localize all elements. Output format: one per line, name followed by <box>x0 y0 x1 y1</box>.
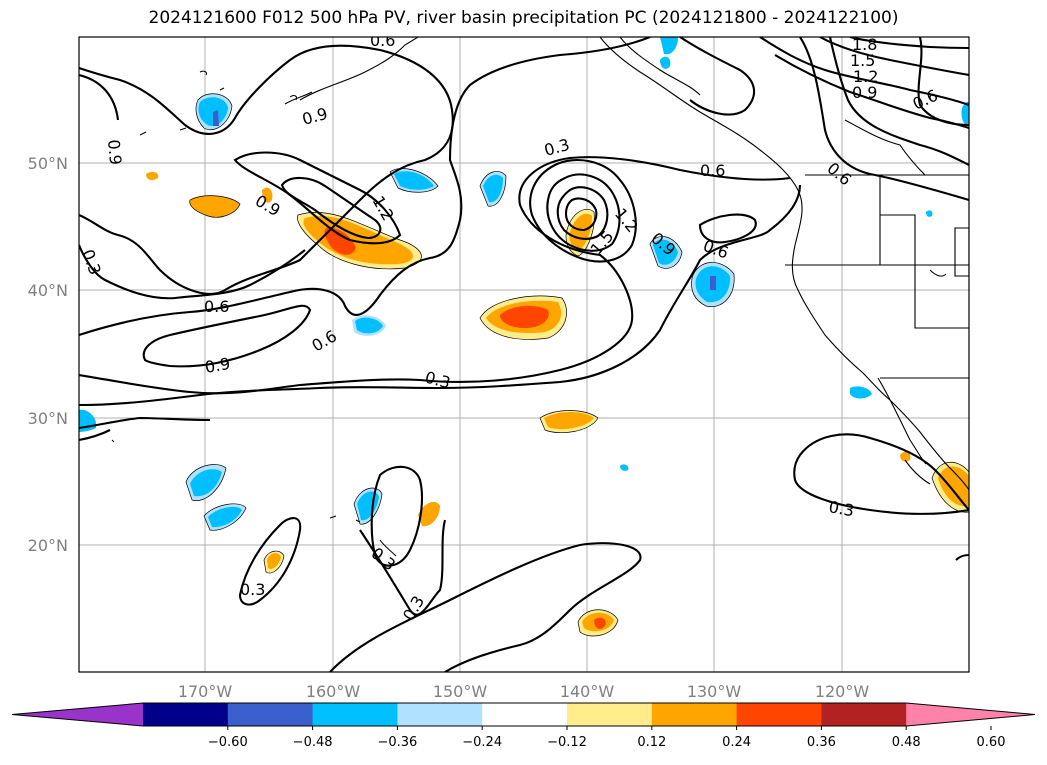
negative-anomaly-patch <box>620 464 629 471</box>
negative-anomaly-patch <box>850 386 872 399</box>
lat-label: 40°N <box>28 281 68 300</box>
negative-anomaly-patch <box>961 101 969 126</box>
negative-anomaly-patch <box>190 469 222 497</box>
negative-anomaly-patch <box>355 317 383 334</box>
positive-anomaly-patch <box>594 617 606 629</box>
colorbar-segment <box>143 703 229 726</box>
graticule <box>79 37 969 672</box>
positive-anomaly-patch <box>262 187 273 203</box>
colorbar-extend-high <box>906 703 1035 726</box>
lat-label: 50°N <box>28 154 68 173</box>
colorbar-tick-label: 0.12 <box>637 735 666 750</box>
negative-anomaly-patch <box>483 174 503 203</box>
lon-label: 120°W <box>815 682 870 701</box>
negative-anomaly-patch <box>208 506 242 528</box>
colorbar-tick-label: 0.24 <box>722 735 751 750</box>
colorbar-extend-low <box>12 703 143 726</box>
contour-label: 1.8 <box>852 35 877 54</box>
colorbar-segment <box>482 703 568 726</box>
negative-anomaly-patch <box>660 56 671 69</box>
negative-anomaly-patch <box>653 239 678 265</box>
positive-anomaly-patch <box>938 466 969 507</box>
colorbar-tick-label: −0.24 <box>462 735 502 750</box>
contour-label: 0.6 <box>370 31 395 50</box>
islands <box>111 70 947 557</box>
map-title: 2024121600 F012 500 hPa PV, river basin … <box>148 8 899 28</box>
colorbar-segment <box>397 703 483 726</box>
map-area <box>79 37 969 672</box>
colorbar-segment <box>736 703 822 726</box>
positive-anomaly-patch <box>267 553 281 569</box>
positive-anomaly-patch <box>500 305 549 328</box>
contour-label: 0.6 <box>700 161 725 180</box>
contour-label: 0.6 <box>204 297 229 316</box>
colorbar-tick-label: −0.48 <box>293 735 333 750</box>
negative-anomaly-patch <box>710 276 716 290</box>
contour-label: 0.9 <box>104 139 125 166</box>
contour-label: 1.2 <box>853 67 878 86</box>
positive-anomaly-patch <box>146 171 159 181</box>
latitude-labels: 50°N 40°N 30°N 20°N <box>28 154 68 555</box>
positive-anomaly-patch <box>189 195 240 218</box>
lon-label: 150°W <box>433 682 488 701</box>
positive-anomaly-patch <box>544 412 594 430</box>
colorbar-segment <box>567 703 653 726</box>
precip-pc-shading <box>79 37 969 636</box>
lon-label: 170°W <box>178 682 233 701</box>
colorbar: −0.60 −0.48 −0.36 −0.24 −0.12 0.12 0.24 0.36 0.4… <box>11 702 1036 750</box>
contour-label: 1.5 <box>850 51 875 70</box>
lat-label: 20°N <box>28 536 68 555</box>
colorbar-segment <box>227 703 314 726</box>
negative-anomaly-patch <box>660 37 678 55</box>
positive-anomaly-patch <box>418 501 440 527</box>
negative-anomaly-patch <box>213 110 219 126</box>
lon-label: 140°W <box>560 682 615 701</box>
contour-label: 0.9 <box>852 83 877 102</box>
colorbar-segment <box>651 703 738 726</box>
negative-anomaly-patch <box>926 210 933 217</box>
longitude-labels: 170°W 160°W 150°W 140°W 130°W 120°W <box>178 682 870 701</box>
colorbar-outline <box>11 702 1036 727</box>
positive-anomaly-patch <box>324 227 356 255</box>
positive-anomaly-patch <box>900 451 911 462</box>
positive-anomaly-patch <box>569 213 592 250</box>
map-frame <box>78 36 970 673</box>
pv-contours <box>79 37 969 672</box>
lon-label: 130°W <box>687 682 742 701</box>
colorbar-tick-label: 0.60 <box>977 735 1006 750</box>
negative-anomaly-patch <box>198 97 228 127</box>
contour-label: 0.3 <box>240 580 265 599</box>
colorbar-tick-label: −0.36 <box>377 735 417 750</box>
contour-label: 0.9 <box>203 354 231 377</box>
colorbar-tick-label: −0.12 <box>547 735 587 750</box>
negative-anomaly-patch <box>394 171 434 190</box>
lon-label: 160°W <box>306 682 361 701</box>
contour-label: 0.3 <box>827 497 855 520</box>
lat-label: 30°N <box>28 409 68 428</box>
colorbar-tick-label: −0.60 <box>208 735 248 750</box>
colorbar-segment <box>821 703 907 726</box>
colorbar-segment <box>312 703 398 726</box>
colorbar-tick-label: 0.36 <box>807 735 836 750</box>
colorbar-tick-label: 0.48 <box>892 735 921 750</box>
